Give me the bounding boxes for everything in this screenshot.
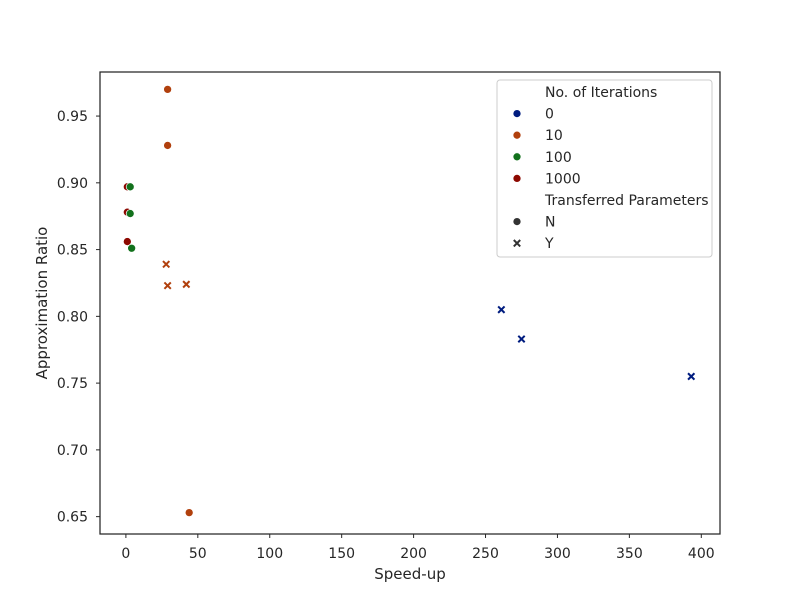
data-point-iter-10-y bbox=[162, 260, 171, 269]
legend: No. of Iterations 0 10 100 1000 Transferred P… bbox=[496, 79, 713, 258]
x-tick-label: 250 bbox=[472, 546, 499, 562]
legend-hue-title: No. of Iterations bbox=[545, 85, 657, 101]
data-point-iter-100-n bbox=[127, 243, 136, 253]
x-axis-label: Speed-up bbox=[374, 565, 445, 583]
x-tick-label: 400 bbox=[688, 546, 715, 562]
legend-label-iter-1000: 1000 bbox=[545, 171, 581, 187]
plot-frame bbox=[99, 71, 721, 535]
y-axis-label: Approximation Ratio bbox=[33, 227, 51, 380]
data-point-iter-0-y bbox=[497, 305, 506, 314]
legend-style-title: Transferred Parameters bbox=[544, 193, 709, 209]
y-tick-label: 0.80 bbox=[57, 309, 88, 325]
data-point-iter-10-n bbox=[184, 508, 194, 517]
y-tick-label: 0.85 bbox=[57, 243, 88, 259]
x-tick-label: 50 bbox=[189, 546, 207, 562]
data-point-iter-100-n bbox=[125, 209, 135, 218]
data-point-iter-100-n bbox=[125, 182, 135, 192]
x-tick-label: 0 bbox=[121, 546, 130, 562]
legend-label-iter-10: 10 bbox=[545, 128, 563, 144]
legend-marker-iter-10 bbox=[512, 130, 522, 140]
y-tick-label: 0.65 bbox=[57, 510, 88, 526]
axis-ticks: 0 50 100 150 200 250 300 350 4000.650.700.750.80… bbox=[57, 109, 715, 562]
legend-frame bbox=[496, 79, 713, 258]
data-point-iter-10-n bbox=[163, 85, 172, 94]
y-tick-label: 0.75 bbox=[57, 376, 88, 392]
data-point-iter-10-y bbox=[182, 280, 191, 289]
x-tick-label: 100 bbox=[256, 546, 283, 562]
legend-marker-transferred-y bbox=[513, 239, 521, 248]
legend-marker-iter-1000 bbox=[512, 174, 522, 183]
data-point-iter-10-y bbox=[163, 281, 172, 290]
legend-marker-transferred-n bbox=[512, 217, 522, 226]
legend-label-iter-100: 100 bbox=[545, 150, 572, 166]
x-tick-label: 350 bbox=[616, 546, 643, 562]
y-tick-label: 0.95 bbox=[57, 109, 88, 125]
legend-marker-iter-0 bbox=[512, 109, 522, 118]
x-tick-label: 300 bbox=[544, 546, 571, 562]
y-tick-label: 0.90 bbox=[57, 176, 88, 192]
data-points bbox=[122, 85, 696, 517]
x-tick-label: 150 bbox=[328, 546, 355, 562]
data-point-iter-1000-n bbox=[122, 237, 132, 246]
data-point-iter-0-y bbox=[687, 372, 696, 381]
x-tick-label: 200 bbox=[400, 546, 427, 562]
legend-label-transferred-y: Y bbox=[544, 236, 554, 252]
legend-label-transferred-n: N bbox=[545, 215, 555, 231]
y-tick-label: 0.70 bbox=[57, 443, 88, 459]
data-point-iter-10-n bbox=[163, 141, 172, 150]
data-point-iter-0-y bbox=[517, 335, 526, 343]
legend-marker-iter-100 bbox=[512, 152, 522, 162]
legend-label-iter-0: 0 bbox=[545, 107, 554, 123]
